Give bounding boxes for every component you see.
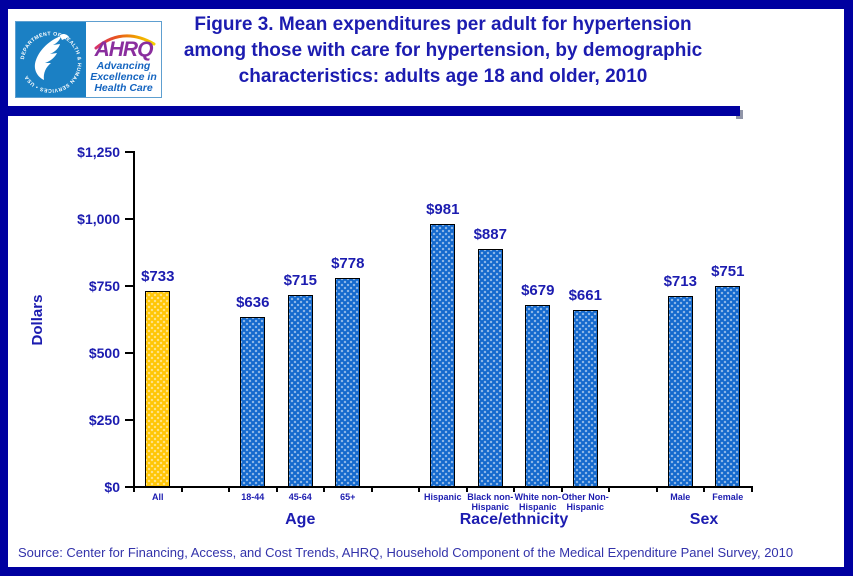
right-border (844, 0, 853, 576)
category-label: All (151, 492, 164, 502)
y-tick (125, 419, 133, 421)
y-tick-label: $1,000 (77, 211, 120, 227)
x-tick (465, 487, 468, 492)
category-label: White non- Hispanic (514, 492, 562, 512)
bar-White non-Hispanic (525, 305, 551, 487)
value-label: $636 (236, 294, 270, 311)
y-tick (125, 218, 133, 220)
left-border (0, 0, 8, 576)
y-tick (125, 285, 133, 287)
y-tick-label: $1,250 (77, 144, 120, 160)
category-label: 65+ (340, 492, 356, 502)
x-tick (180, 487, 183, 492)
figure-title: Figure 3. Mean expenditures per adult fo… (158, 12, 728, 90)
group-label: Sex (689, 511, 719, 528)
bar-18-44 (240, 317, 266, 487)
top-border (0, 0, 853, 9)
category-label: Other Non- Hispanic (561, 492, 609, 512)
x-tick (703, 487, 705, 492)
x-tick (560, 487, 563, 492)
category-label: Black non- Hispanic (467, 492, 514, 512)
y-tick (125, 352, 133, 354)
x-tick (370, 487, 373, 492)
x-axis-line (133, 486, 753, 488)
bar-45-64 (287, 295, 313, 487)
title-line-1: Figure 3. Mean expenditures per adult fo… (194, 14, 692, 35)
value-label: $679 (521, 282, 555, 299)
y-tick-label: $250 (88, 412, 120, 428)
x-tick (655, 487, 658, 492)
y-tick (125, 486, 133, 488)
category-label: Male (670, 492, 691, 502)
source-note: Source: Center for Financing, Access, an… (18, 545, 794, 560)
x-tick (608, 487, 610, 492)
category-label: Female (712, 492, 744, 502)
y-tick-label: $0 (104, 479, 120, 495)
value-label: $887 (473, 226, 507, 243)
ahrq-wordmark: AHRQ (94, 38, 153, 61)
value-label: $715 (283, 272, 317, 289)
tagline-line: Excellence in (90, 71, 157, 83)
value-label: $733 (141, 268, 175, 285)
tagline-line: Advancing (96, 60, 151, 72)
value-label: $778 (331, 255, 365, 272)
group-label: Race/ethnicity (459, 511, 569, 528)
bar-Male (667, 296, 693, 487)
bar-65+ (335, 278, 361, 487)
value-label: $981 (426, 201, 460, 218)
bar-Other Non-Hispanic (572, 310, 598, 487)
tagline-line: Health Care (94, 82, 153, 94)
value-label: $751 (711, 263, 745, 280)
category-label: Hispanic (423, 492, 462, 502)
x-tick (323, 487, 325, 492)
value-label: $661 (568, 287, 602, 304)
x-tick (750, 487, 753, 492)
ahrq-hhs-logo-graphic: DEPARTMENT OF HEALTH & HUMAN SERVICES • … (16, 22, 157, 97)
bar-Hispanic (430, 224, 456, 487)
x-tick (418, 487, 420, 492)
hhs-eagle-icon (34, 33, 69, 80)
y-axis-line (133, 151, 135, 488)
bar-Black non-Hispanic (477, 249, 503, 487)
bar-All (145, 291, 171, 487)
header-rule (0, 106, 740, 116)
x-tick (133, 487, 135, 492)
value-label: $713 (663, 273, 697, 290)
x-tick (228, 487, 230, 492)
x-tick (275, 487, 278, 492)
category-label: 45-64 (288, 492, 312, 502)
rainbow-arc-icon (94, 34, 156, 50)
title-line-3: characteristics: adults age 18 and older… (238, 66, 648, 87)
ahrq-hhs-logo: DEPARTMENT OF HEALTH & HUMAN SERVICES • … (15, 21, 162, 98)
x-tick (513, 487, 515, 492)
category-label: 18-44 (241, 492, 265, 502)
title-line-2: among those with care for hypertension, … (183, 40, 703, 61)
group-label: Age (285, 511, 316, 528)
y-tick-label: $500 (88, 345, 120, 361)
y-tick (125, 151, 133, 153)
bar-Female (715, 286, 741, 487)
ahrq-tagline: Advancing Excellence in Health Care (90, 60, 157, 94)
bottom-border (0, 567, 853, 576)
y-tick-label: $750 (88, 278, 120, 294)
